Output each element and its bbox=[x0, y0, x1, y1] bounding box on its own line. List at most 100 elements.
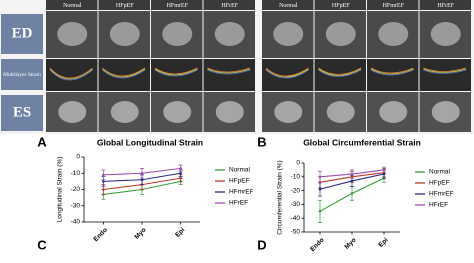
header-bg bbox=[367, 0, 419, 10]
strain-curve bbox=[370, 69, 414, 76]
strain-curve bbox=[318, 68, 362, 76]
row-label-box bbox=[1, 59, 43, 90]
data-point bbox=[102, 188, 105, 191]
strain-curve bbox=[49, 68, 93, 80]
y-tick-label: -40 bbox=[71, 219, 81, 226]
heart-shape bbox=[215, 101, 244, 123]
strain-curve bbox=[207, 67, 251, 73]
legend-label: HFrEF bbox=[229, 200, 248, 207]
heart-shape bbox=[163, 101, 192, 123]
strain-curve bbox=[265, 67, 309, 77]
header-bg bbox=[262, 0, 314, 10]
data-point bbox=[179, 171, 182, 175]
y-axis-label: Longitudinal Strain (%) bbox=[57, 157, 64, 223]
row-label: Multilayer Strain bbox=[3, 72, 41, 78]
y-tick-label: 0 bbox=[76, 154, 80, 161]
strain-plot bbox=[98, 59, 150, 91]
legend-label: HFmrEF bbox=[429, 191, 454, 198]
column-header: HFmrEF bbox=[383, 3, 405, 9]
heart-shape bbox=[274, 101, 303, 123]
y-tick-label: -40 bbox=[291, 215, 301, 222]
panel-label: B bbox=[257, 134, 266, 149]
x-tick-label: Epi bbox=[174, 227, 186, 239]
strain-curve bbox=[370, 67, 414, 74]
panel-label: D bbox=[257, 237, 266, 252]
legend-label: HFrEF bbox=[429, 202, 448, 209]
y-tick-label: -10 bbox=[71, 170, 81, 177]
strain-curve bbox=[265, 68, 309, 78]
panel-label: A bbox=[37, 134, 47, 149]
heart-shape bbox=[110, 101, 139, 123]
heart-shape bbox=[325, 22, 356, 46]
heart-shape bbox=[214, 22, 245, 46]
row-label-box bbox=[1, 14, 43, 54]
data-point bbox=[350, 192, 354, 195]
data-point bbox=[382, 172, 386, 176]
strain-curve bbox=[154, 69, 198, 77]
heart-shape bbox=[431, 101, 460, 123]
column-header: Normal bbox=[63, 3, 82, 9]
strain-curve bbox=[207, 68, 251, 74]
row-label-box bbox=[1, 95, 43, 131]
y-tick-label: -50 bbox=[291, 229, 301, 236]
y-tick-label: -30 bbox=[71, 202, 81, 209]
data-point bbox=[140, 178, 144, 182]
data-point bbox=[318, 187, 322, 191]
chart-title: Global Circumferential Strain bbox=[303, 137, 421, 147]
chart-title: Global Longitudinal Strain bbox=[97, 137, 203, 147]
header-bg bbox=[203, 0, 255, 10]
strain-curve bbox=[318, 69, 362, 77]
heart-shape bbox=[58, 101, 87, 123]
y-tick-label: -20 bbox=[71, 186, 81, 193]
strain-plot bbox=[203, 59, 255, 91]
strain-curve bbox=[423, 69, 467, 74]
data-point bbox=[102, 180, 105, 183]
data-point bbox=[382, 168, 386, 172]
legend-label: HFpEF bbox=[429, 180, 450, 187]
strain-curve bbox=[207, 69, 251, 75]
y-tick-label: -10 bbox=[291, 174, 301, 181]
y-tick-label: -20 bbox=[291, 187, 301, 194]
strain-curve bbox=[423, 68, 467, 73]
data-point bbox=[179, 176, 182, 180]
heart-shape bbox=[273, 22, 304, 46]
strain-curve bbox=[318, 67, 362, 75]
x-tick-label: Myo bbox=[343, 237, 357, 251]
data-point bbox=[318, 175, 322, 179]
header-bg bbox=[98, 0, 150, 10]
strain-curve bbox=[154, 68, 198, 76]
data-point bbox=[318, 210, 322, 213]
legend-label: Normal bbox=[429, 169, 451, 176]
strain-curve bbox=[102, 69, 146, 79]
legend-label: Normal bbox=[229, 167, 251, 174]
row-label: ED bbox=[12, 25, 33, 41]
strain-plot bbox=[314, 59, 366, 91]
strain-plot bbox=[46, 59, 98, 91]
header-bg bbox=[314, 0, 366, 10]
heart-shape bbox=[430, 22, 461, 46]
heart-shape bbox=[162, 22, 193, 46]
column-header: Normal bbox=[279, 3, 298, 9]
heart-shape bbox=[378, 22, 409, 46]
heart-shape bbox=[379, 101, 408, 123]
heart-shape bbox=[109, 22, 140, 46]
strain-curve bbox=[370, 68, 414, 75]
strain-curve bbox=[265, 69, 309, 79]
data-point bbox=[140, 171, 144, 175]
strain-curve bbox=[49, 69, 93, 81]
y-axis-label: Circumferential Strain (%) bbox=[277, 160, 284, 234]
header-bg bbox=[151, 0, 203, 10]
column-header: HFrEF bbox=[437, 3, 454, 9]
y-tick-label: -30 bbox=[291, 201, 301, 208]
legend-label: HFmrEF bbox=[229, 189, 254, 196]
strain-curve bbox=[423, 67, 467, 72]
strain-plot bbox=[262, 59, 314, 91]
strain-curve bbox=[102, 68, 146, 78]
legend-label: HFpEF bbox=[229, 178, 250, 185]
data-point bbox=[179, 167, 182, 170]
x-tick-label: Epi bbox=[378, 237, 390, 249]
column-header: HFpEF bbox=[116, 3, 134, 9]
strain-curve bbox=[154, 67, 198, 75]
panel-label: C bbox=[37, 237, 47, 252]
